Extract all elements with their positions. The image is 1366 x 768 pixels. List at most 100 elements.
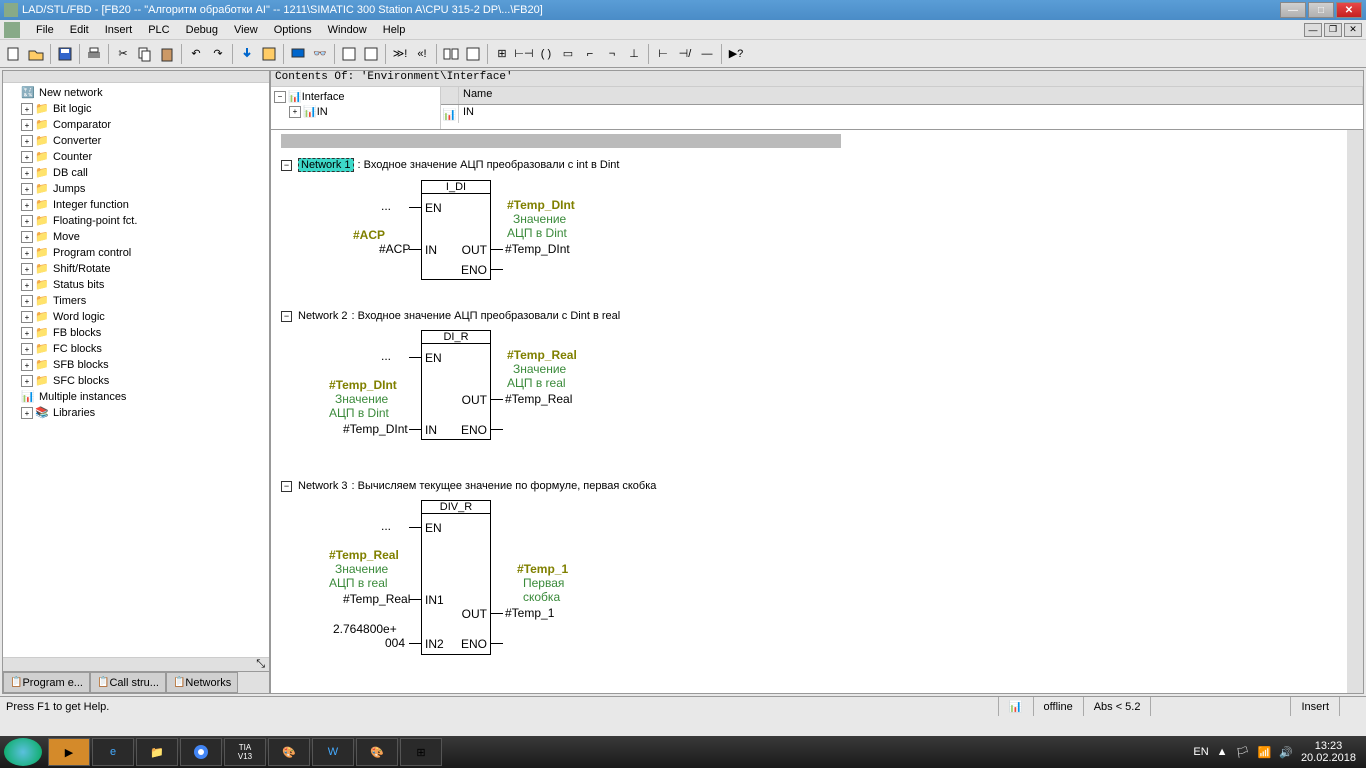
reference-icon[interactable] (259, 44, 279, 64)
new-icon[interactable] (4, 44, 24, 64)
prev-icon[interactable]: «! (412, 44, 432, 64)
tree-db-call[interactable]: +📁DB call (5, 165, 267, 181)
menu-file[interactable]: File (28, 22, 62, 38)
goto-icon[interactable]: ≫! (390, 44, 410, 64)
branch-close-icon[interactable]: ¬ (602, 44, 622, 64)
tree-float[interactable]: +📁Floating-point fct. (5, 213, 267, 229)
open-icon[interactable] (26, 44, 46, 64)
task-paint[interactable]: 🎨 (356, 738, 398, 766)
comment-bar[interactable] (281, 134, 841, 148)
vertical-scrollbar[interactable] (1347, 130, 1363, 693)
menu-plc[interactable]: PLC (140, 22, 177, 38)
tree-shift-rotate[interactable]: +📁Shift/Rotate (5, 261, 267, 277)
tree-status-bits[interactable]: +📁Status bits (5, 277, 267, 293)
tree-word-logic[interactable]: +📁Word logic (5, 309, 267, 325)
tray-up-icon[interactable]: ▲ (1217, 746, 1228, 758)
menu-help[interactable]: Help (375, 22, 414, 38)
tab-program-elements[interactable]: 📋 Program e... (3, 672, 90, 693)
task-tia[interactable]: TIAV13 (224, 738, 266, 766)
tree-sfc-blocks[interactable]: +📁SFC blocks (5, 373, 267, 389)
tree-integer[interactable]: +📁Integer function (5, 197, 267, 213)
neg-icon[interactable]: ⊣/ (675, 44, 695, 64)
tree-multiple-instances[interactable]: 📊Multiple instances (5, 389, 267, 405)
menu-insert[interactable]: Insert (97, 22, 141, 38)
mdi-close[interactable]: ✕ (1344, 23, 1362, 37)
menu-view[interactable]: View (226, 22, 266, 38)
tree-program-control[interactable]: +📁Program control (5, 245, 267, 261)
tree-libraries[interactable]: +📚Libraries (5, 405, 267, 421)
tab-networks[interactable]: 📋 Networks (166, 672, 238, 693)
paste-icon[interactable] (157, 44, 177, 64)
task-ladstl[interactable]: ⊞ (400, 738, 442, 766)
column-name[interactable]: Name (459, 87, 1363, 104)
block-div-r[interactable]: DIV_R EN IN1 OUT IN2 ENO (421, 500, 491, 655)
tree-fb-blocks[interactable]: +📁FB blocks (5, 325, 267, 341)
network-label[interactable]: Network 3 (298, 480, 348, 492)
task-media[interactable]: ▶ (48, 738, 90, 766)
tree-sfb-blocks[interactable]: +📁SFB blocks (5, 357, 267, 373)
menu-debug[interactable]: Debug (178, 22, 226, 38)
tree-move[interactable]: +📁Move (5, 229, 267, 245)
redo-icon[interactable]: ↷ (208, 44, 228, 64)
glasses-icon[interactable]: 👓 (310, 44, 330, 64)
network-icon[interactable]: ⊞ (492, 44, 512, 64)
mdi-minimize[interactable]: — (1304, 23, 1322, 37)
lad-icon[interactable]: ⊢ (653, 44, 673, 64)
connection-icon[interactable]: — (697, 44, 717, 64)
block-i-di[interactable]: I_DI EN IN OUT ENO (421, 180, 491, 280)
overview-icon[interactable] (463, 44, 483, 64)
download-icon[interactable] (237, 44, 257, 64)
close-button[interactable]: ✕ (1336, 2, 1362, 18)
task-app1[interactable]: 🎨 (268, 738, 310, 766)
menu-edit[interactable]: Edit (62, 22, 97, 38)
connect-icon[interactable]: ⊥ (624, 44, 644, 64)
tree-counter[interactable]: +📁Counter (5, 149, 267, 165)
task-word[interactable]: W (312, 738, 354, 766)
monitor-icon[interactable] (288, 44, 308, 64)
copy-icon[interactable] (135, 44, 155, 64)
box-icon[interactable]: ▭ (558, 44, 578, 64)
help-icon[interactable]: ▶? (726, 44, 746, 64)
contact-icon[interactable]: ⊢⊣ (514, 44, 534, 64)
network-label[interactable]: Network 2 (298, 310, 348, 322)
catalog-icon[interactable] (441, 44, 461, 64)
branch-open-icon[interactable]: ⌐ (580, 44, 600, 64)
tray-action-icon[interactable]: 📶 (1258, 746, 1272, 759)
mdi-restore[interactable]: ❐ (1324, 23, 1342, 37)
tray-flag-icon[interactable]: 🏳 (1236, 746, 1250, 759)
tray-lang[interactable]: EN (1193, 746, 1208, 758)
minimize-button[interactable]: — (1280, 2, 1306, 18)
menu-window[interactable]: Window (320, 22, 375, 38)
interface-in[interactable]: +📊 IN (273, 104, 438, 119)
sidebar-resize[interactable]: ⤡ (3, 657, 269, 671)
print-icon[interactable] (84, 44, 104, 64)
block-di-r[interactable]: DI_R EN OUT IN ENO (421, 330, 491, 440)
cut-icon[interactable]: ✂ (113, 44, 133, 64)
tree-bit-logic[interactable]: +📁Bit logic (5, 101, 267, 117)
check-icon[interactable] (361, 44, 381, 64)
tree-comparator[interactable]: +📁Comparator (5, 117, 267, 133)
menu-options[interactable]: Options (266, 22, 320, 38)
start-button[interactable] (4, 738, 42, 766)
task-explorer[interactable]: 📁 (136, 738, 178, 766)
tree-jumps[interactable]: +📁Jumps (5, 181, 267, 197)
network-label[interactable]: Network 1 (298, 158, 354, 172)
collapse-icon[interactable]: − (281, 311, 292, 322)
sidebar-scrollbar[interactable] (3, 71, 269, 83)
tree-fc-blocks[interactable]: +📁FC blocks (5, 341, 267, 357)
maximize-button[interactable]: □ (1308, 2, 1334, 18)
tab-call-structure[interactable]: 📋 Call stru... (90, 672, 166, 693)
tray-clock[interactable]: 13:23 20.02.2018 (1301, 740, 1356, 764)
symbol-icon[interactable] (339, 44, 359, 64)
coil-icon[interactable]: ( ) (536, 44, 556, 64)
tree-converter[interactable]: +📁Converter (5, 133, 267, 149)
collapse-icon[interactable]: − (281, 160, 292, 171)
collapse-icon[interactable]: − (281, 481, 292, 492)
tree-timers[interactable]: +📁Timers (5, 293, 267, 309)
table-row[interactable]: 📊 IN (441, 105, 1363, 123)
task-ie[interactable]: e (92, 738, 134, 766)
task-chrome[interactable] (180, 738, 222, 766)
tray-sound-icon[interactable]: 🔊 (1279, 746, 1293, 759)
tree-new-network[interactable]: 🔣New network (5, 85, 267, 101)
interface-root[interactable]: −📊 Interface (273, 89, 438, 104)
